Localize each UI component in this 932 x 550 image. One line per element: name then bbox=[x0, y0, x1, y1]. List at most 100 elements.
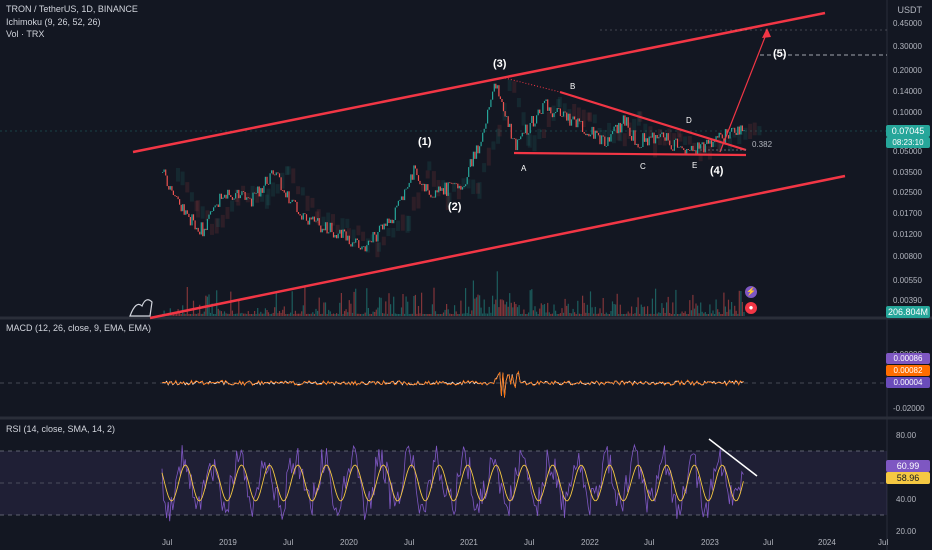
candle bbox=[385, 223, 387, 226]
volume-bar bbox=[310, 313, 312, 316]
volume-bar bbox=[532, 310, 534, 316]
cloud-segment bbox=[241, 185, 246, 195]
candle bbox=[575, 119, 577, 128]
volume-bar bbox=[185, 313, 187, 316]
candle bbox=[474, 151, 476, 159]
candle bbox=[672, 149, 674, 151]
candle bbox=[336, 235, 338, 239]
candle bbox=[186, 210, 188, 214]
candle bbox=[405, 188, 407, 190]
volume-bar bbox=[586, 304, 588, 316]
candle bbox=[457, 183, 459, 189]
triangle-lower-line[interactable] bbox=[513, 151, 747, 157]
candle bbox=[605, 146, 607, 147]
cloud-segment bbox=[456, 184, 461, 200]
candle bbox=[244, 192, 246, 200]
volume-bar bbox=[372, 311, 374, 316]
candle bbox=[404, 189, 406, 201]
volume-bar bbox=[678, 314, 680, 316]
volume-bar bbox=[534, 306, 536, 316]
triangle-upper-line[interactable] bbox=[559, 90, 747, 152]
currency-label[interactable]: USDT bbox=[897, 5, 923, 15]
volume-bar bbox=[506, 301, 508, 316]
volume-bar bbox=[447, 309, 449, 316]
candle bbox=[627, 117, 629, 128]
time-axis[interactable]: Jul 2019 Jul 2020 Jul 2021 Jul 2022 Jul … bbox=[162, 538, 888, 547]
cloud-segment bbox=[300, 187, 305, 196]
volume-bar bbox=[410, 313, 412, 316]
candle bbox=[651, 132, 653, 138]
candle bbox=[667, 133, 669, 141]
volume-bar bbox=[551, 313, 553, 316]
time-tick: Jul bbox=[283, 538, 293, 547]
candle bbox=[528, 133, 530, 135]
macd-legend[interactable]: MACD (12, 26, close, 9, EMA, EMA) bbox=[6, 323, 152, 333]
volume-bar bbox=[324, 302, 327, 316]
channel-upper-line[interactable] bbox=[132, 11, 826, 154]
volume-bar bbox=[555, 310, 557, 316]
cloud-segment bbox=[546, 112, 551, 127]
cloud-segment bbox=[667, 128, 672, 145]
volume-bar bbox=[731, 302, 733, 316]
candle bbox=[466, 177, 468, 185]
volume-bar bbox=[350, 303, 352, 316]
volume-bar bbox=[567, 303, 569, 316]
rsi-trend-line[interactable] bbox=[708, 438, 758, 477]
rsi-lines bbox=[161, 443, 744, 522]
volume-bar bbox=[640, 304, 642, 316]
volume-bar bbox=[632, 314, 634, 316]
rsi-legend[interactable]: RSI (14, close, SMA, 14, 2) bbox=[6, 424, 116, 434]
candle bbox=[610, 134, 612, 142]
volume-bar bbox=[209, 312, 212, 316]
candle bbox=[277, 172, 279, 174]
candle bbox=[326, 222, 328, 234]
volume-bar bbox=[217, 308, 219, 316]
volume-bar bbox=[407, 301, 409, 316]
wave-3-label: (3) bbox=[493, 58, 507, 70]
candle bbox=[659, 134, 661, 138]
candle bbox=[351, 242, 354, 247]
candle bbox=[344, 229, 346, 232]
volume-bar bbox=[692, 294, 694, 316]
volume-bar bbox=[454, 305, 456, 316]
volume-bar bbox=[488, 306, 490, 316]
volume-bar bbox=[607, 313, 609, 316]
volume-bar bbox=[637, 297, 639, 316]
candle bbox=[189, 217, 191, 226]
candle bbox=[731, 128, 733, 132]
channel-lower-line[interactable] bbox=[149, 174, 846, 320]
candle bbox=[260, 188, 262, 197]
volume-bar bbox=[238, 301, 240, 316]
volume-bar bbox=[366, 288, 368, 316]
volume-bar bbox=[214, 314, 216, 316]
candle bbox=[252, 192, 254, 207]
volume-bar bbox=[430, 314, 432, 316]
volume-bar bbox=[661, 303, 663, 316]
symbol-title[interactable]: TRON / TetherUS, 1D, BINANCE bbox=[6, 4, 138, 14]
candle bbox=[697, 142, 699, 154]
earnings-icon[interactable]: ● bbox=[745, 302, 757, 314]
arrow-head-icon bbox=[762, 28, 771, 38]
candle bbox=[555, 112, 557, 114]
cloud-segment bbox=[407, 216, 412, 231]
volume-bar bbox=[369, 313, 371, 316]
candle bbox=[714, 141, 716, 143]
candle bbox=[197, 227, 199, 232]
candle bbox=[572, 116, 574, 120]
wave5-projection-line[interactable] bbox=[719, 31, 768, 153]
cloud-segment bbox=[220, 214, 225, 228]
candle bbox=[380, 224, 382, 226]
price-axis[interactable]: 0.45000 0.30000 0.20000 0.14000 0.10000 … bbox=[893, 19, 922, 305]
volume-bar bbox=[255, 314, 257, 316]
lightning-icon[interactable]: ⚡ bbox=[745, 286, 757, 298]
candle bbox=[741, 125, 743, 132]
price-tick: 0.05000 bbox=[893, 147, 922, 156]
volume-bar bbox=[559, 313, 561, 316]
ichimoku-legend[interactable]: Ichimoku (9, 26, 52, 26) bbox=[6, 17, 101, 27]
candle bbox=[438, 186, 440, 193]
time-tick: Jul bbox=[644, 538, 654, 547]
volume-legend[interactable]: Vol · TRX bbox=[6, 29, 45, 39]
volume-bar bbox=[550, 314, 552, 316]
candle bbox=[238, 189, 240, 199]
